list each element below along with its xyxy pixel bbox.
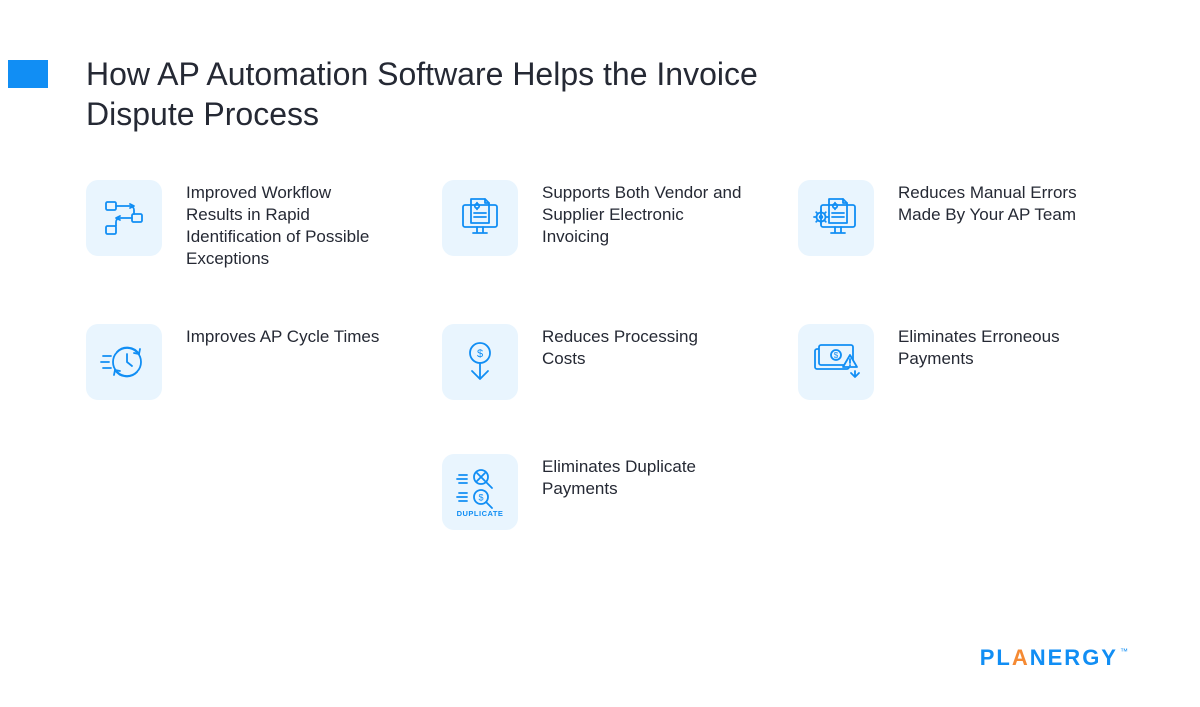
duplicate-caption: DUPLICATE [457, 509, 504, 518]
money-alert-icon: $ [798, 324, 874, 400]
benefit-label: Eliminates Duplicate Payments [542, 454, 742, 500]
svg-text:$: $ [478, 493, 483, 503]
infographic-canvas: How AP Automation Software Helps the Inv… [0, 0, 1200, 707]
duplicate-icon: $ DUPLICATE [442, 454, 518, 530]
benefit-label: Supports Both Vendor and Supplier Electr… [542, 180, 742, 248]
benefit-label: Improves AP Cycle Times [186, 324, 379, 348]
title-accent-bar [8, 60, 48, 88]
benefit-item: Reduces Manual Errors Made By Your AP Te… [798, 180, 1114, 270]
svg-text:$: $ [834, 351, 839, 360]
benefit-label: Improved Workflow Results in Rapid Ident… [186, 180, 386, 270]
benefit-label: Reduces Manual Errors Made By Your AP Te… [898, 180, 1098, 226]
electronic-invoice-icon [442, 180, 518, 256]
svg-text:$: $ [477, 348, 483, 360]
logo-part: A [1012, 645, 1030, 670]
benefit-item: $ DUPLICATE Eliminates Duplicate Payment… [442, 454, 758, 530]
logo-part: PL [980, 645, 1012, 670]
logo-part: NERGY [1030, 645, 1118, 670]
workflow-icon [86, 180, 162, 256]
benefit-item: $ Reduces Processing Costs [442, 324, 758, 400]
benefit-label: Eliminates Erroneous Payments [898, 324, 1098, 370]
benefit-item: Supports Both Vendor and Supplier Electr… [442, 180, 758, 270]
gear-invoice-icon [798, 180, 874, 256]
cost-down-icon: $ [442, 324, 518, 400]
brand-logo: PLANERGY ™ [980, 645, 1128, 671]
benefit-label: Reduces Processing Costs [542, 324, 742, 370]
logo-trademark: ™ [1120, 647, 1128, 656]
benefit-item: Improves AP Cycle Times [86, 324, 402, 400]
page-title: How AP Automation Software Helps the Inv… [86, 54, 846, 134]
benefits-grid: Improved Workflow Results in Rapid Ident… [86, 180, 1114, 530]
benefit-item: Improved Workflow Results in Rapid Ident… [86, 180, 402, 270]
clock-cycle-icon [86, 324, 162, 400]
benefit-item: $ Eliminates Erroneous Payments [798, 324, 1114, 400]
